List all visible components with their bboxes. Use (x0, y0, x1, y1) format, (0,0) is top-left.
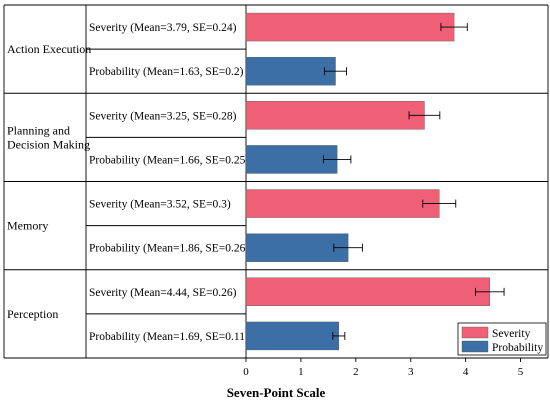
bar-probability (245, 321, 339, 351)
bar-severity (245, 101, 425, 130)
row-label: Probability (Mean=1.69, SE=0.11) (89, 331, 249, 343)
row-label: Probability (Mean=1.86, SE=0.26) (89, 243, 249, 255)
group-label-line: Planning and (7, 123, 70, 137)
bar-severity (245, 12, 455, 42)
bar-severity (245, 277, 490, 307)
group-label: Planning and Decision Making (7, 123, 90, 151)
legend-swatch (461, 326, 489, 339)
legend-label: Probability (492, 342, 543, 354)
row-label: Probability (Mean=1.66, SE=0.25) (89, 154, 249, 166)
group-label: Action Execution (7, 42, 91, 56)
group-label: Memory (7, 219, 48, 233)
row-label: Severity (Mean=3.25, SE=0.28) (89, 110, 237, 122)
x-tick-label: 2 (353, 366, 359, 378)
row-label: Severity (Mean=3.79, SE=0.24) (89, 22, 237, 34)
group-label-line: Action Execution (7, 42, 91, 56)
group-label: Perception (7, 307, 58, 321)
bar-severity (245, 189, 440, 218)
row-label: Severity (Mean=3.52, SE=0.3) (89, 199, 231, 211)
x-axis-label: Seven-Point Scale (227, 385, 326, 400)
x-tick-label: 0 (243, 366, 249, 378)
group-label-line: Perception (7, 307, 58, 321)
legend-swatch (461, 340, 489, 353)
x-tick-label: 5 (518, 366, 524, 378)
bar-probability (245, 233, 349, 262)
x-tick-label: 4 (463, 366, 469, 378)
row-label: Probability (Mean=1.63, SE=0.2) (89, 66, 244, 78)
bar-probability (245, 145, 338, 174)
row-label: Severity (Mean=4.44, SE=0.26) (89, 287, 237, 299)
group-label-line: Decision Making (7, 137, 90, 151)
legend-label: Severity (492, 328, 531, 340)
x-tick-label: 3 (408, 366, 414, 378)
bar-probability (245, 56, 336, 86)
group-label-line: Memory (7, 219, 48, 233)
x-tick-label: 1 (298, 366, 304, 378)
